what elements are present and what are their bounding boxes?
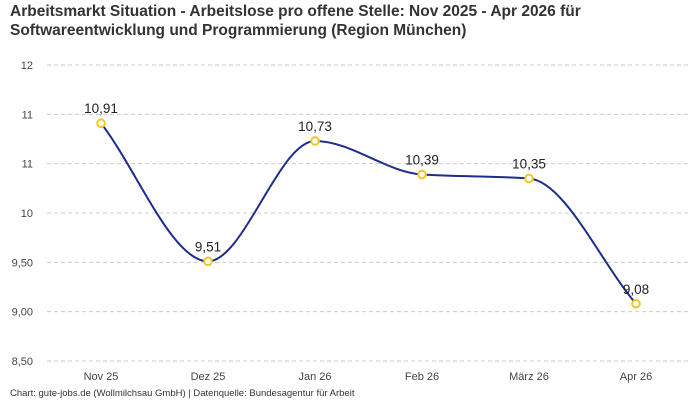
y-tick-label: 9,50: [12, 257, 33, 269]
y-tick-label: 9,00: [12, 307, 33, 319]
data-point: [203, 256, 213, 267]
y-axis-tick-labels: 8,50 9,00 9,50 10 11 11 12: [12, 60, 33, 368]
data-label: 9,51: [195, 239, 221, 254]
data-point: [310, 136, 320, 146]
y-tick-label: 8,50: [12, 356, 33, 368]
chart-title-line-2: Softwareentwicklung und Programmierung (…: [10, 22, 467, 39]
data-point: [631, 298, 641, 309]
y-tick-label: 10: [21, 208, 33, 220]
grid-lines: [47, 64, 690, 362]
y-tick-label: 12: [21, 60, 33, 72]
y-tick-label: 11: [22, 159, 33, 171]
x-tick-label: Nov 25: [84, 371, 119, 383]
x-axis-tick-labels: Nov 25 Dez 25 Jan 26 Feb 26 März 26 Apr 26: [84, 371, 653, 383]
x-tick-label: Jan 26: [298, 371, 331, 383]
data-point: [524, 173, 534, 184]
data-label: 10,39: [405, 153, 439, 168]
data-label: 10,35: [512, 156, 546, 171]
x-tick-label: Apr 26: [620, 371, 652, 383]
data-label: 9,08: [623, 282, 649, 297]
data-point: [417, 169, 427, 180]
y-tick-label: 11: [22, 109, 33, 121]
source-footnote: Chart: gute-jobs.de (Wollmilchsau GmbH) …: [10, 388, 355, 399]
data-label: 10,73: [298, 119, 332, 134]
series-markers: [96, 118, 641, 309]
x-tick-label: Dez 25: [191, 371, 226, 383]
chart-title-line-1: Arbeitsmarkt Situation - Arbeitslose pro…: [10, 3, 581, 20]
data-labels: 10,91 9,51 10,73 10,39 10,35 9,08: [84, 101, 649, 297]
data-point: [96, 118, 106, 129]
series-line: [100, 122, 637, 305]
x-tick-label: März 26: [509, 371, 549, 383]
x-tick-label: Feb 26: [405, 371, 439, 383]
chart-title: Arbeitsmarkt Situation - Arbeitslose pro…: [10, 2, 690, 40]
data-label: 10,91: [84, 101, 118, 116]
